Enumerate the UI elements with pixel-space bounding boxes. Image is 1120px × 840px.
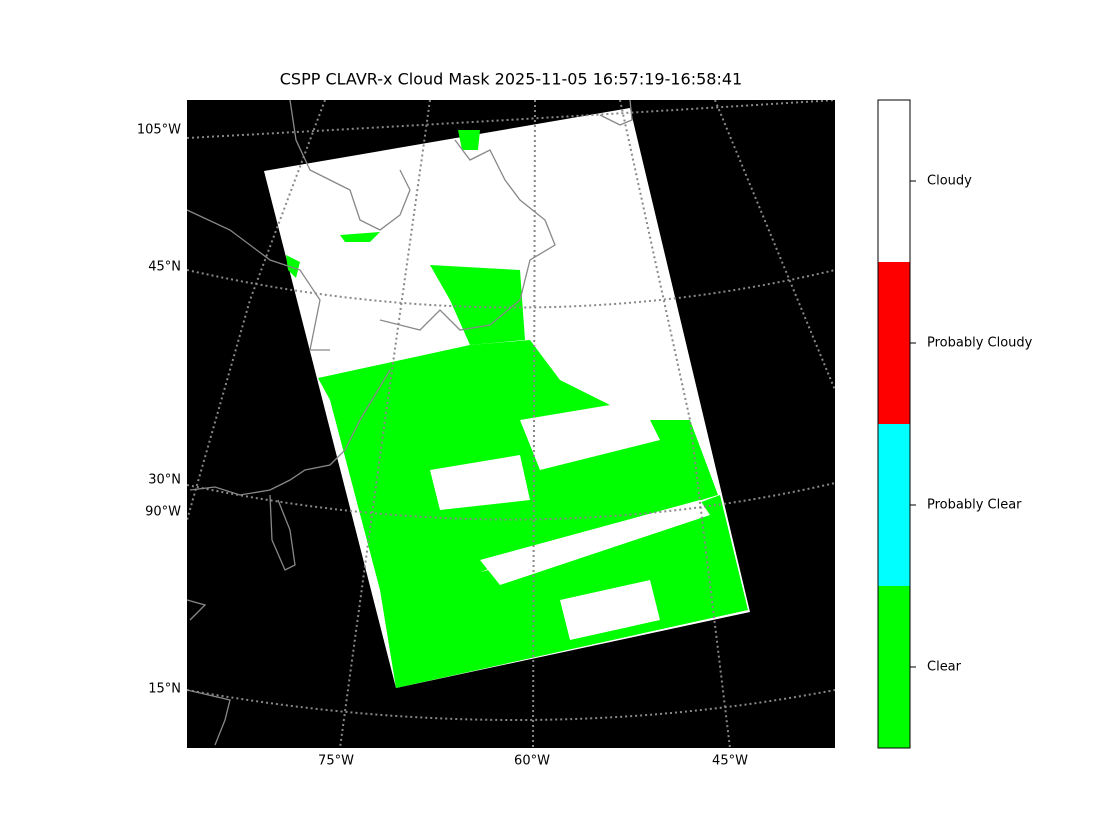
colorbar-segment — [878, 586, 910, 748]
colorbar-label: Cloudy — [927, 174, 972, 189]
lon-label: 75°W — [318, 754, 354, 769]
colorbar-label: Clear — [927, 660, 962, 675]
coastlines — [187, 100, 633, 746]
lat-lon-label: 90°W — [145, 505, 181, 520]
lon-label: 60°W — [514, 754, 550, 769]
colorbar-segment — [878, 424, 910, 586]
colorbar-label: Probably Clear — [927, 498, 1022, 513]
colorbar-frame — [877, 99, 911, 749]
graticule — [187, 100, 835, 748]
map-panel — [187, 100, 835, 748]
cloud-streaks — [430, 400, 710, 640]
colorbar-segment — [878, 100, 910, 262]
lon-label: 45°W — [712, 754, 748, 769]
colorbar-label: Probably Cloudy — [927, 336, 1033, 351]
lat-lon-label: 105°W — [137, 123, 181, 138]
map-title: CSPP CLAVR-x Cloud Mask 2025-11-05 16:57… — [280, 70, 742, 89]
lat-lon-label: 45°N — [148, 260, 181, 275]
lat-lon-label: 30°N — [148, 473, 181, 488]
colorbar-segment — [878, 262, 910, 424]
lat-lon-label: 15°N — [148, 682, 181, 697]
